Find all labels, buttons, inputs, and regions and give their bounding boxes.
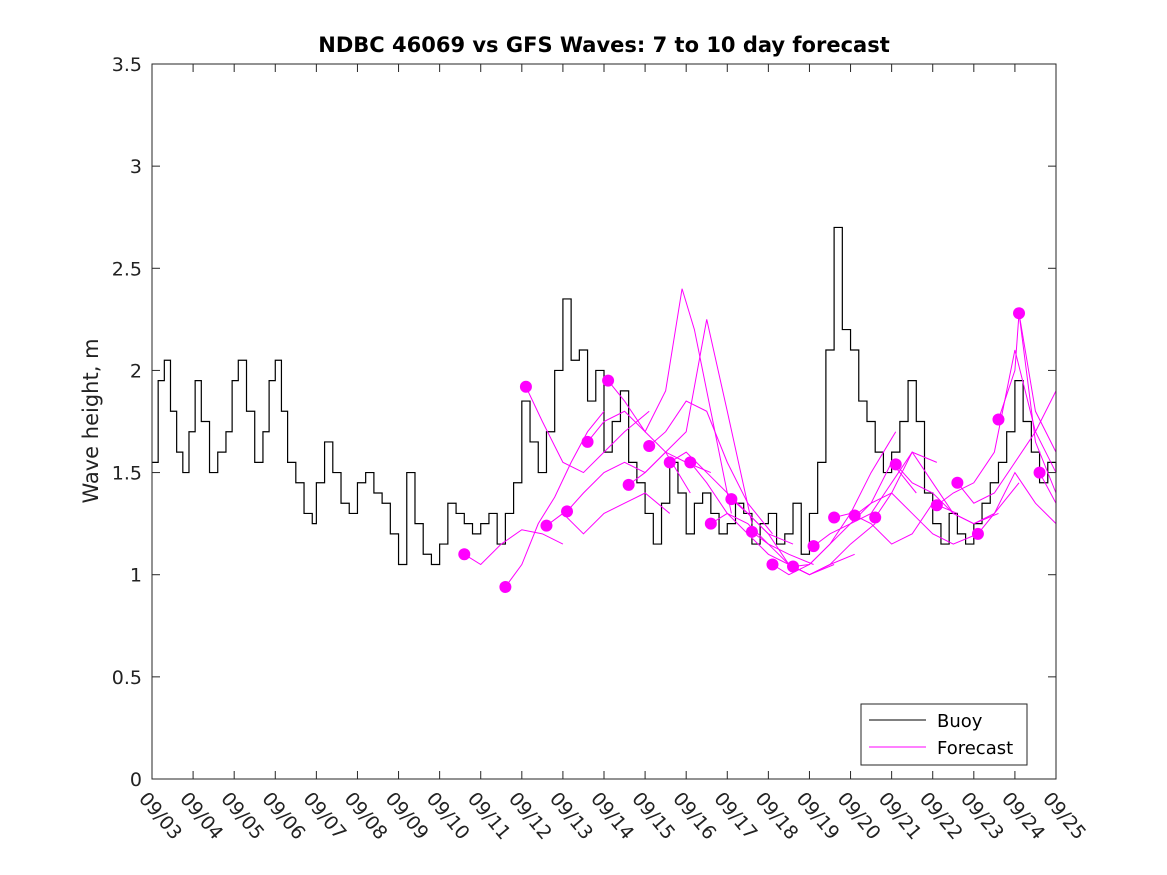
forecast-start-marker xyxy=(971,527,984,540)
forecast-run-line xyxy=(464,529,564,566)
forecast-run-line xyxy=(648,400,773,535)
y-axis-label: Wave height, m xyxy=(79,338,103,503)
forecast-start-marker xyxy=(458,548,471,561)
forecast-start-marker xyxy=(869,511,882,524)
forecast-start-marker xyxy=(704,517,717,530)
chart-title: NDBC 46069 vs GFS Waves: 7 to 10 day for… xyxy=(318,33,889,57)
forecast-start-marker xyxy=(643,440,656,453)
forecast-start-marker xyxy=(561,505,574,518)
y-tick-label: 0.5 xyxy=(112,667,142,689)
forecast-run-line xyxy=(977,471,1057,535)
buoy-series xyxy=(152,226,1057,566)
forecast-start-marker xyxy=(766,558,779,571)
forecast-start-marker xyxy=(848,509,861,522)
forecast-run-line xyxy=(956,390,1057,504)
forecast-start-marker xyxy=(992,413,1005,426)
forecast-run-line xyxy=(1018,313,1057,453)
forecast-start-marker xyxy=(1013,307,1026,320)
y-tick-label: 3.5 xyxy=(112,54,142,76)
y-tick-label: 1.5 xyxy=(112,463,142,485)
forecast-start-marker xyxy=(807,540,820,553)
legend-forecast-label: Forecast xyxy=(937,738,1013,759)
y-tick-labels: 0 0.5 1 1.5 2 2.5 3 3.5 xyxy=(112,54,142,791)
forecast-run-line xyxy=(628,319,753,524)
forecast-start-marker xyxy=(602,374,615,387)
forecast-start-marker xyxy=(684,456,697,469)
forecast-start-marker xyxy=(663,456,676,469)
forecast-start-marker xyxy=(889,458,902,471)
y-tick-label: 0 xyxy=(130,769,142,791)
forecast-run-line xyxy=(854,492,979,545)
y-tick-label: 2.5 xyxy=(112,258,142,280)
y-tick-label: 3 xyxy=(130,156,142,178)
y-tick-label: 1 xyxy=(130,565,142,587)
buoy-line xyxy=(152,226,1057,566)
legend: Buoy Forecast xyxy=(860,703,1028,766)
forecast-start-marker xyxy=(745,525,758,538)
forecast-start-marker xyxy=(499,580,512,593)
forecast-start-marker xyxy=(951,476,964,489)
forecast-start-marker xyxy=(519,380,532,393)
axes-box xyxy=(151,63,1057,780)
forecast-run-line xyxy=(689,462,814,565)
forecast-start-marker xyxy=(581,435,594,448)
forecast-markers xyxy=(458,307,1046,593)
forecast-run-line xyxy=(607,288,732,514)
legend-buoy-label: Buoy xyxy=(937,711,983,732)
plot-area xyxy=(151,63,1057,780)
y-tick-label: 2 xyxy=(130,360,142,382)
forecast-start-marker xyxy=(828,511,841,524)
forecast-run-line xyxy=(751,523,876,576)
forecast-start-marker xyxy=(930,499,943,512)
forecast-run-line xyxy=(504,410,605,588)
forecast-start-marker xyxy=(540,519,553,532)
legend-box xyxy=(860,703,1028,766)
forecast-start-marker xyxy=(787,560,800,573)
forecast-start-marker xyxy=(1033,466,1046,479)
forecast-start-marker xyxy=(725,493,738,506)
forecast-start-marker xyxy=(622,478,635,491)
forecast-run-line xyxy=(525,386,650,474)
